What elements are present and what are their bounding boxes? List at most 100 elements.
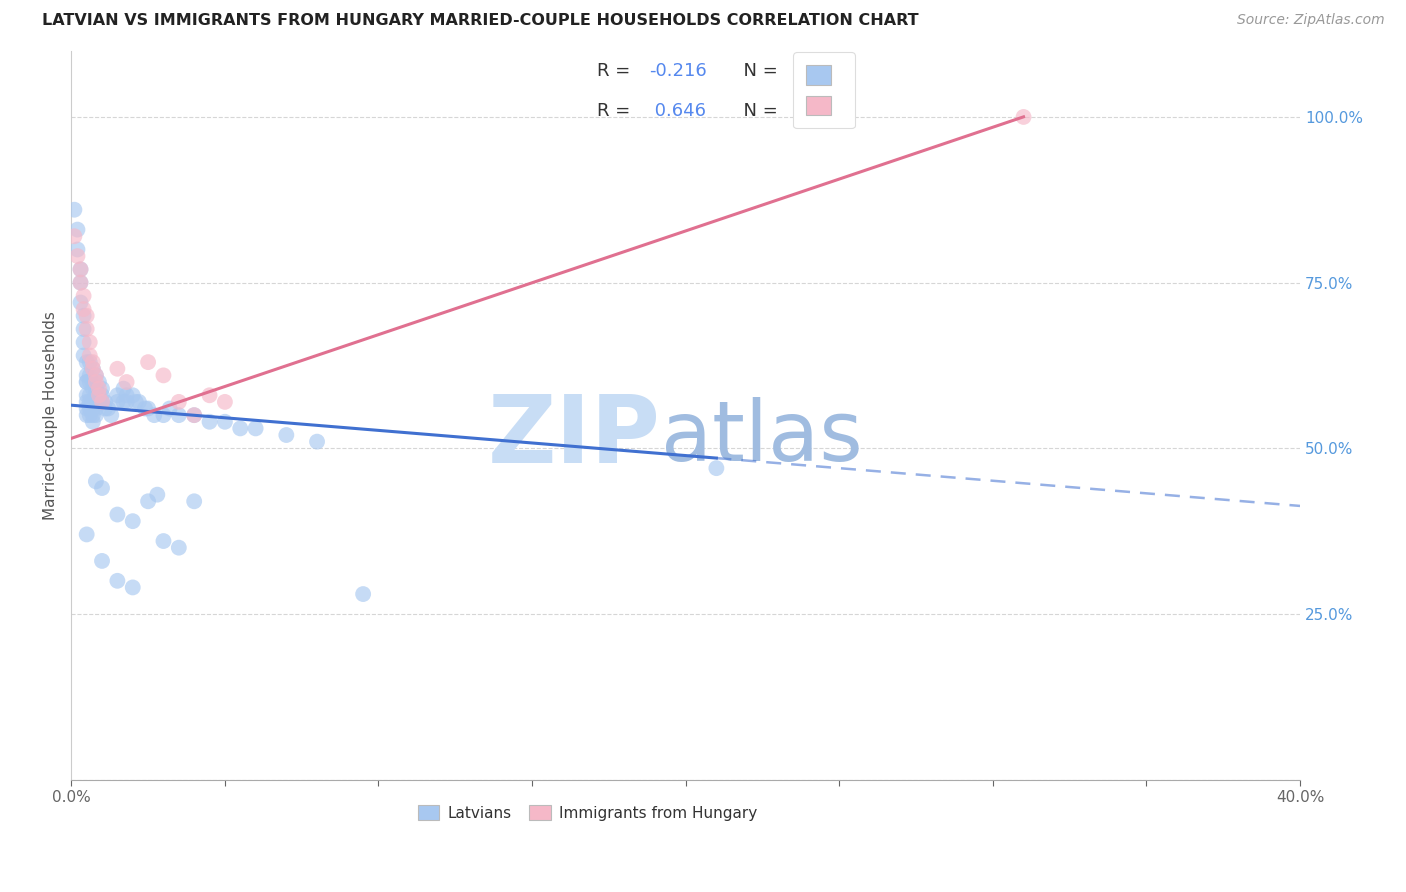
Point xyxy=(91,395,114,409)
Point xyxy=(159,401,181,416)
Point xyxy=(87,388,110,402)
Point xyxy=(84,408,107,422)
Text: atlas: atlas xyxy=(661,397,863,477)
Point xyxy=(105,395,128,409)
Point xyxy=(82,408,104,422)
Point xyxy=(198,415,221,429)
Point xyxy=(82,415,104,429)
Point xyxy=(79,388,101,402)
Point xyxy=(72,349,94,363)
Text: -0.216: -0.216 xyxy=(648,62,707,79)
Point xyxy=(76,401,98,416)
Point xyxy=(136,355,159,369)
Point xyxy=(1012,110,1035,124)
Point xyxy=(134,401,156,416)
Point xyxy=(76,322,98,336)
Point xyxy=(79,368,101,383)
Point xyxy=(214,395,236,409)
Text: R =: R = xyxy=(598,62,636,79)
Text: 26: 26 xyxy=(800,102,823,120)
Point xyxy=(72,309,94,323)
Point xyxy=(87,395,110,409)
Point xyxy=(146,488,169,502)
Point xyxy=(105,361,128,376)
Point xyxy=(307,434,329,449)
Y-axis label: Married-couple Households: Married-couple Households xyxy=(44,310,58,519)
Point xyxy=(76,408,98,422)
Point xyxy=(82,382,104,396)
Point xyxy=(91,395,114,409)
Point xyxy=(82,361,104,376)
Point xyxy=(167,395,190,409)
Point xyxy=(79,335,101,350)
Point xyxy=(136,494,159,508)
Point xyxy=(245,421,267,435)
Text: 70: 70 xyxy=(800,62,823,79)
Point xyxy=(72,335,94,350)
Point xyxy=(152,408,174,422)
Point xyxy=(79,395,101,409)
Point xyxy=(136,401,159,416)
Point xyxy=(183,408,205,422)
Point xyxy=(69,276,91,290)
Point xyxy=(82,401,104,416)
Point xyxy=(91,481,114,495)
Point xyxy=(79,355,101,369)
Point xyxy=(143,408,166,422)
Point xyxy=(79,349,101,363)
Point xyxy=(276,428,298,442)
Point xyxy=(84,368,107,383)
Point xyxy=(79,408,101,422)
Point xyxy=(183,494,205,508)
Point xyxy=(84,388,107,402)
Point xyxy=(84,475,107,489)
Text: ZIP: ZIP xyxy=(488,391,661,483)
Point xyxy=(100,408,122,422)
Point xyxy=(115,395,138,409)
Point xyxy=(152,534,174,549)
Point xyxy=(72,322,94,336)
Point xyxy=(69,262,91,277)
Point xyxy=(76,388,98,402)
Point xyxy=(79,375,101,389)
Legend: Latvians, Immigrants from Hungary: Latvians, Immigrants from Hungary xyxy=(412,798,763,827)
Point xyxy=(183,408,205,422)
Point xyxy=(84,368,107,383)
Point xyxy=(76,527,98,541)
Point xyxy=(82,361,104,376)
Point xyxy=(69,276,91,290)
Point xyxy=(72,289,94,303)
Point xyxy=(121,388,143,402)
Point xyxy=(72,302,94,317)
Point xyxy=(229,421,252,435)
Point xyxy=(152,368,174,383)
Point xyxy=(76,395,98,409)
Text: N =: N = xyxy=(733,62,785,79)
Point xyxy=(82,395,104,409)
Point xyxy=(105,388,128,402)
Point xyxy=(94,401,117,416)
Point xyxy=(76,375,98,389)
Point xyxy=(112,382,135,396)
Point xyxy=(63,229,86,244)
Text: N =: N = xyxy=(733,102,785,120)
Point xyxy=(84,401,107,416)
Point xyxy=(167,408,190,422)
Point xyxy=(66,222,89,236)
Point xyxy=(112,395,135,409)
Point xyxy=(84,375,107,389)
Point xyxy=(76,355,98,369)
Point xyxy=(84,382,107,396)
Text: 0.646: 0.646 xyxy=(648,102,706,120)
Text: R =: R = xyxy=(598,102,636,120)
Point xyxy=(76,309,98,323)
Point xyxy=(66,243,89,257)
Text: LATVIAN VS IMMIGRANTS FROM HUNGARY MARRIED-COUPLE HOUSEHOLDS CORRELATION CHART: LATVIAN VS IMMIGRANTS FROM HUNGARY MARRI… xyxy=(42,13,918,29)
Point xyxy=(214,415,236,429)
Point xyxy=(97,401,120,416)
Point xyxy=(87,375,110,389)
Point xyxy=(105,574,128,588)
Point xyxy=(706,461,728,475)
Point xyxy=(91,388,114,402)
Point xyxy=(198,388,221,402)
